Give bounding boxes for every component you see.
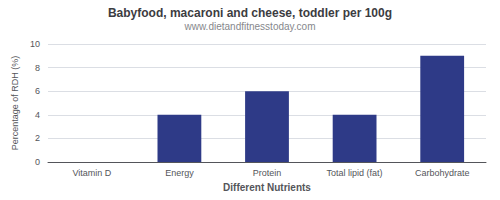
svg-text:Babyfood, macaroni and cheese,: Babyfood, macaroni and cheese, toddler p…: [108, 6, 392, 20]
svg-text:Protein: Protein: [253, 168, 282, 178]
svg-text:2: 2: [35, 133, 40, 143]
svg-text:www.dietandfitnesstoday.com: www.dietandfitnesstoday.com: [184, 21, 316, 32]
svg-text:8: 8: [35, 63, 40, 73]
svg-text:4: 4: [35, 110, 40, 120]
svg-text:Different Nutrients: Different Nutrients: [223, 182, 311, 193]
svg-text:10: 10: [30, 39, 40, 49]
svg-text:6: 6: [35, 86, 40, 96]
svg-text:Vitamin D: Vitamin D: [72, 168, 111, 178]
svg-text:Energy: Energy: [165, 168, 194, 178]
svg-text:Total lipid (fat): Total lipid (fat): [327, 168, 383, 178]
svg-text:Carbohydrate: Carbohydrate: [415, 168, 470, 178]
svg-text:Percentage of RDH (%): Percentage of RDH (%): [10, 56, 20, 151]
svg-text:0: 0: [35, 157, 40, 167]
